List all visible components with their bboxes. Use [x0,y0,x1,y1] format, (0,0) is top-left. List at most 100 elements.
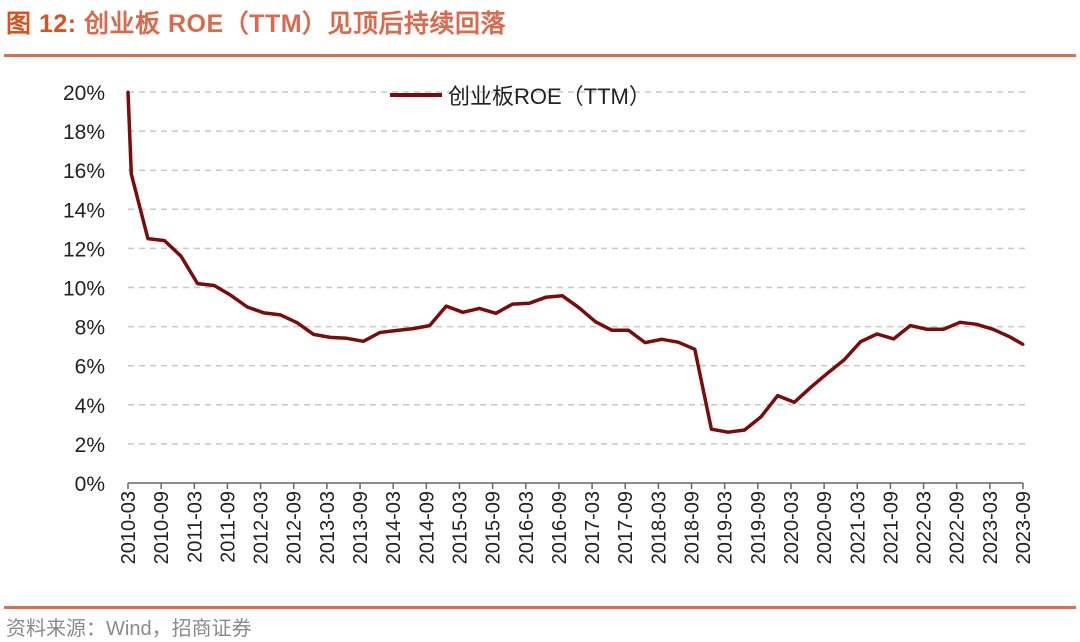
data-point [593,320,597,324]
data-point [461,310,465,314]
data-point [378,330,382,334]
x-tick-label: 2012-09 [284,491,306,564]
legend: 创业板ROE（TTM） [390,84,651,109]
data-point [278,313,282,317]
figure-label: 图 12: [6,10,77,38]
x-tick-label: 2020-03 [781,491,803,564]
data-point [295,321,299,325]
y-tick-label: 6% [75,356,105,379]
data-point [146,237,150,241]
data-point [908,324,912,328]
data-point [892,337,896,341]
data-point [560,294,564,298]
source-note: 资料来源：Wind，招商证券 [6,618,252,640]
x-tick-label: 2016-03 [516,491,538,564]
x-tick-label: 2013-03 [317,491,339,564]
data-point [511,302,515,306]
data-point [743,428,747,432]
data-point [875,332,879,336]
x-tick-label: 2022-09 [947,491,969,564]
data-point [245,305,249,309]
data-point [759,415,763,419]
data-point [925,327,929,331]
data-point [709,427,713,431]
x-tick-label: 2017-03 [582,491,604,564]
data-point [676,340,680,344]
data-point [126,90,130,94]
data-point [577,306,581,310]
data-point [1021,342,1025,346]
data-point [842,358,846,362]
x-tick-label: 2013-09 [350,491,372,564]
data-point [361,339,365,343]
legend-label: 创业板ROE（TTM） [448,84,651,109]
data-point [693,347,697,351]
x-tick-label: 2011-03 [184,491,206,563]
y-tick-label: 4% [75,395,105,418]
data-point [262,311,266,315]
y-tick-label: 8% [75,317,105,340]
y-axis-ticks: 0% 2% 4% 6% 8% 10% 12% 14% 16% 18% 20% [63,82,105,496]
data-point [345,336,349,340]
y-tick-label: 18% [63,121,105,144]
y-tick-label: 12% [63,238,105,261]
data-point [941,327,945,331]
series-layer [126,90,1025,434]
data-point [527,301,531,305]
x-tick-label: 2016-09 [549,491,571,564]
y-tick-label: 2% [75,434,105,457]
x-tick-label: 2021-09 [880,491,902,564]
x-tick-label: 2014-09 [416,491,438,564]
data-point [809,385,813,389]
y-tick-label: 20% [63,82,105,105]
data-point [776,394,780,398]
x-tick-label: 2012-03 [251,491,273,564]
y-tick-label: 0% [75,473,105,496]
chart-title: 图 12: 创业板 ROE（TTM）见顶后持续回落 [6,4,506,40]
data-point [660,337,664,341]
data-point [792,400,796,404]
figure-title: 创业板 ROE（TTM）见顶后持续回落 [84,10,507,38]
data-point [312,332,316,336]
data-point [229,293,233,297]
data-point [544,295,548,299]
data-point [162,239,166,243]
data-point [395,329,398,333]
top-divider [4,54,1076,57]
x-tick-label: 2023-03 [980,491,1002,564]
data-point [643,341,647,345]
x-axis [127,482,1024,489]
x-tick-label: 2014-03 [383,491,405,564]
x-tick-label: 2010-03 [118,491,140,564]
x-tick-label: 2023-09 [1013,491,1035,564]
y-tick-label: 14% [63,199,105,222]
data-point [991,327,995,331]
grid-lines [128,91,1030,445]
data-point [1008,335,1012,339]
x-tick-label: 2017-09 [615,491,637,564]
data-point [212,284,216,288]
data-point [129,172,133,176]
x-axis-ticks: 2010-03 2010-09 2011-03 2011-09 2012-03 2012-… [118,491,1035,564]
y-tick-label: 16% [63,160,105,183]
x-tick-label: 2015-03 [449,491,471,564]
x-tick-label: 2015-09 [483,491,505,564]
x-tick-label: 2018-03 [648,491,670,564]
data-point [494,311,498,315]
x-tick-label: 2021-03 [847,491,869,564]
bottom-divider [4,606,1076,609]
data-point [975,322,979,326]
x-tick-label: 2022-03 [914,491,936,564]
x-tick-label: 2019-09 [748,491,770,564]
data-point [328,335,332,339]
x-tick-label: 2010-09 [151,491,173,564]
data-point [444,304,448,308]
x-tick-label: 2019-03 [715,491,737,564]
data-point [825,371,829,375]
data-point [958,320,962,324]
data-point [610,328,614,332]
series-line-roe-ttm [126,91,1024,434]
x-tick-label: 2011-09 [217,491,239,563]
x-tick-label: 2018-09 [682,491,704,564]
